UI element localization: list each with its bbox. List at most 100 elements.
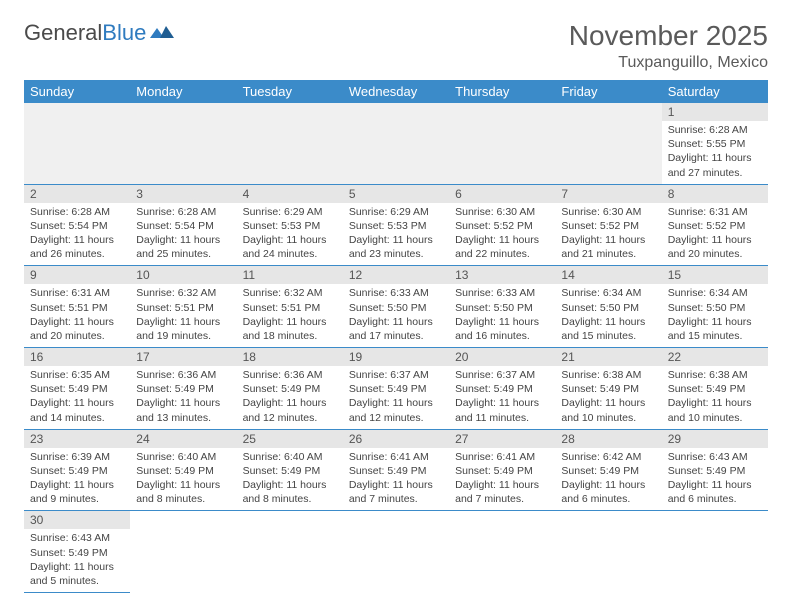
day-body: Sunrise: 6:36 AMSunset: 5:49 PMDaylight:… bbox=[130, 366, 236, 429]
day-number: 24 bbox=[130, 430, 236, 448]
day-body: Sunrise: 6:33 AMSunset: 5:50 PMDaylight:… bbox=[343, 284, 449, 347]
calendar-cell: 21Sunrise: 6:38 AMSunset: 5:49 PMDayligh… bbox=[555, 348, 661, 430]
calendar-cell: 27Sunrise: 6:41 AMSunset: 5:49 PMDayligh… bbox=[449, 429, 555, 511]
calendar-cell: 19Sunrise: 6:37 AMSunset: 5:49 PMDayligh… bbox=[343, 348, 449, 430]
month-title: November 2025 bbox=[569, 20, 768, 52]
calendar-cell: 16Sunrise: 6:35 AMSunset: 5:49 PMDayligh… bbox=[24, 348, 130, 430]
calendar-empty-cell bbox=[237, 511, 343, 593]
day-body: Sunrise: 6:28 AMSunset: 5:54 PMDaylight:… bbox=[130, 203, 236, 266]
day-number: 8 bbox=[662, 185, 768, 203]
day-body: Sunrise: 6:43 AMSunset: 5:49 PMDaylight:… bbox=[662, 448, 768, 511]
day-number: 28 bbox=[555, 430, 661, 448]
weekday-header: Friday bbox=[555, 80, 661, 103]
day-number: 30 bbox=[24, 511, 130, 529]
calendar-table: SundayMondayTuesdayWednesdayThursdayFrid… bbox=[24, 80, 768, 593]
day-body: Sunrise: 6:43 AMSunset: 5:49 PMDaylight:… bbox=[24, 529, 130, 592]
calendar-cell: 30Sunrise: 6:43 AMSunset: 5:49 PMDayligh… bbox=[24, 511, 130, 593]
calendar-empty-cell bbox=[555, 511, 661, 593]
calendar-cell: 6Sunrise: 6:30 AMSunset: 5:52 PMDaylight… bbox=[449, 184, 555, 266]
calendar-cell: 9Sunrise: 6:31 AMSunset: 5:51 PMDaylight… bbox=[24, 266, 130, 348]
day-body: Sunrise: 6:42 AMSunset: 5:49 PMDaylight:… bbox=[555, 448, 661, 511]
day-body: Sunrise: 6:41 AMSunset: 5:49 PMDaylight:… bbox=[449, 448, 555, 511]
day-number: 25 bbox=[237, 430, 343, 448]
calendar-blank-cell bbox=[130, 103, 236, 184]
calendar-cell: 4Sunrise: 6:29 AMSunset: 5:53 PMDaylight… bbox=[237, 184, 343, 266]
day-number: 17 bbox=[130, 348, 236, 366]
day-number: 10 bbox=[130, 266, 236, 284]
day-number: 22 bbox=[662, 348, 768, 366]
calendar-blank-cell bbox=[343, 103, 449, 184]
calendar-cell: 26Sunrise: 6:41 AMSunset: 5:49 PMDayligh… bbox=[343, 429, 449, 511]
day-body: Sunrise: 6:29 AMSunset: 5:53 PMDaylight:… bbox=[343, 203, 449, 266]
logo: GeneralBlue bbox=[24, 20, 174, 46]
day-body: Sunrise: 6:31 AMSunset: 5:51 PMDaylight:… bbox=[24, 284, 130, 347]
day-body: Sunrise: 6:39 AMSunset: 5:49 PMDaylight:… bbox=[24, 448, 130, 511]
calendar-cell: 24Sunrise: 6:40 AMSunset: 5:49 PMDayligh… bbox=[130, 429, 236, 511]
calendar-blank-cell bbox=[449, 103, 555, 184]
day-body: Sunrise: 6:37 AMSunset: 5:49 PMDaylight:… bbox=[449, 366, 555, 429]
header: GeneralBlue November 2025 Tuxpanguillo, … bbox=[24, 20, 768, 72]
weekday-header: Saturday bbox=[662, 80, 768, 103]
calendar-cell: 5Sunrise: 6:29 AMSunset: 5:53 PMDaylight… bbox=[343, 184, 449, 266]
calendar-cell: 23Sunrise: 6:39 AMSunset: 5:49 PMDayligh… bbox=[24, 429, 130, 511]
day-number: 14 bbox=[555, 266, 661, 284]
weekday-header: Wednesday bbox=[343, 80, 449, 103]
calendar-cell: 29Sunrise: 6:43 AMSunset: 5:49 PMDayligh… bbox=[662, 429, 768, 511]
day-body: Sunrise: 6:30 AMSunset: 5:52 PMDaylight:… bbox=[449, 203, 555, 266]
day-number: 27 bbox=[449, 430, 555, 448]
day-body: Sunrise: 6:36 AMSunset: 5:49 PMDaylight:… bbox=[237, 366, 343, 429]
day-number: 7 bbox=[555, 185, 661, 203]
day-body: Sunrise: 6:40 AMSunset: 5:49 PMDaylight:… bbox=[130, 448, 236, 511]
calendar-cell: 18Sunrise: 6:36 AMSunset: 5:49 PMDayligh… bbox=[237, 348, 343, 430]
location: Tuxpanguillo, Mexico bbox=[569, 54, 768, 72]
calendar-cell: 10Sunrise: 6:32 AMSunset: 5:51 PMDayligh… bbox=[130, 266, 236, 348]
calendar-cell: 28Sunrise: 6:42 AMSunset: 5:49 PMDayligh… bbox=[555, 429, 661, 511]
day-body: Sunrise: 6:40 AMSunset: 5:49 PMDaylight:… bbox=[237, 448, 343, 511]
day-body: Sunrise: 6:33 AMSunset: 5:50 PMDaylight:… bbox=[449, 284, 555, 347]
calendar-cell: 22Sunrise: 6:38 AMSunset: 5:49 PMDayligh… bbox=[662, 348, 768, 430]
calendar-cell: 12Sunrise: 6:33 AMSunset: 5:50 PMDayligh… bbox=[343, 266, 449, 348]
day-number: 4 bbox=[237, 185, 343, 203]
day-body: Sunrise: 6:32 AMSunset: 5:51 PMDaylight:… bbox=[130, 284, 236, 347]
weekday-header: Tuesday bbox=[237, 80, 343, 103]
calendar-cell: 11Sunrise: 6:32 AMSunset: 5:51 PMDayligh… bbox=[237, 266, 343, 348]
calendar-cell: 13Sunrise: 6:33 AMSunset: 5:50 PMDayligh… bbox=[449, 266, 555, 348]
calendar-cell: 8Sunrise: 6:31 AMSunset: 5:52 PMDaylight… bbox=[662, 184, 768, 266]
day-body: Sunrise: 6:34 AMSunset: 5:50 PMDaylight:… bbox=[555, 284, 661, 347]
day-number: 12 bbox=[343, 266, 449, 284]
day-number: 3 bbox=[130, 185, 236, 203]
calendar-empty-cell bbox=[343, 511, 449, 593]
day-number: 1 bbox=[662, 103, 768, 121]
day-body: Sunrise: 6:38 AMSunset: 5:49 PMDaylight:… bbox=[662, 366, 768, 429]
calendar-cell: 3Sunrise: 6:28 AMSunset: 5:54 PMDaylight… bbox=[130, 184, 236, 266]
day-body: Sunrise: 6:35 AMSunset: 5:49 PMDaylight:… bbox=[24, 366, 130, 429]
day-number: 5 bbox=[343, 185, 449, 203]
day-body: Sunrise: 6:30 AMSunset: 5:52 PMDaylight:… bbox=[555, 203, 661, 266]
day-number: 26 bbox=[343, 430, 449, 448]
calendar-blank-cell bbox=[555, 103, 661, 184]
calendar-cell: 20Sunrise: 6:37 AMSunset: 5:49 PMDayligh… bbox=[449, 348, 555, 430]
calendar-empty-cell bbox=[130, 511, 236, 593]
day-number: 19 bbox=[343, 348, 449, 366]
day-body: Sunrise: 6:28 AMSunset: 5:54 PMDaylight:… bbox=[24, 203, 130, 266]
day-number: 11 bbox=[237, 266, 343, 284]
logo-text-1: General bbox=[24, 20, 102, 46]
day-number: 23 bbox=[24, 430, 130, 448]
logo-text-2: Blue bbox=[102, 20, 146, 46]
day-body: Sunrise: 6:28 AMSunset: 5:55 PMDaylight:… bbox=[662, 121, 768, 184]
day-body: Sunrise: 6:37 AMSunset: 5:49 PMDaylight:… bbox=[343, 366, 449, 429]
day-body: Sunrise: 6:29 AMSunset: 5:53 PMDaylight:… bbox=[237, 203, 343, 266]
day-number: 20 bbox=[449, 348, 555, 366]
day-number: 16 bbox=[24, 348, 130, 366]
day-number: 18 bbox=[237, 348, 343, 366]
day-number: 6 bbox=[449, 185, 555, 203]
day-body: Sunrise: 6:32 AMSunset: 5:51 PMDaylight:… bbox=[237, 284, 343, 347]
day-body: Sunrise: 6:38 AMSunset: 5:49 PMDaylight:… bbox=[555, 366, 661, 429]
calendar-blank-cell bbox=[237, 103, 343, 184]
weekday-header: Sunday bbox=[24, 80, 130, 103]
day-number: 29 bbox=[662, 430, 768, 448]
day-body: Sunrise: 6:31 AMSunset: 5:52 PMDaylight:… bbox=[662, 203, 768, 266]
weekday-header-row: SundayMondayTuesdayWednesdayThursdayFrid… bbox=[24, 80, 768, 103]
day-number: 2 bbox=[24, 185, 130, 203]
day-number: 15 bbox=[662, 266, 768, 284]
